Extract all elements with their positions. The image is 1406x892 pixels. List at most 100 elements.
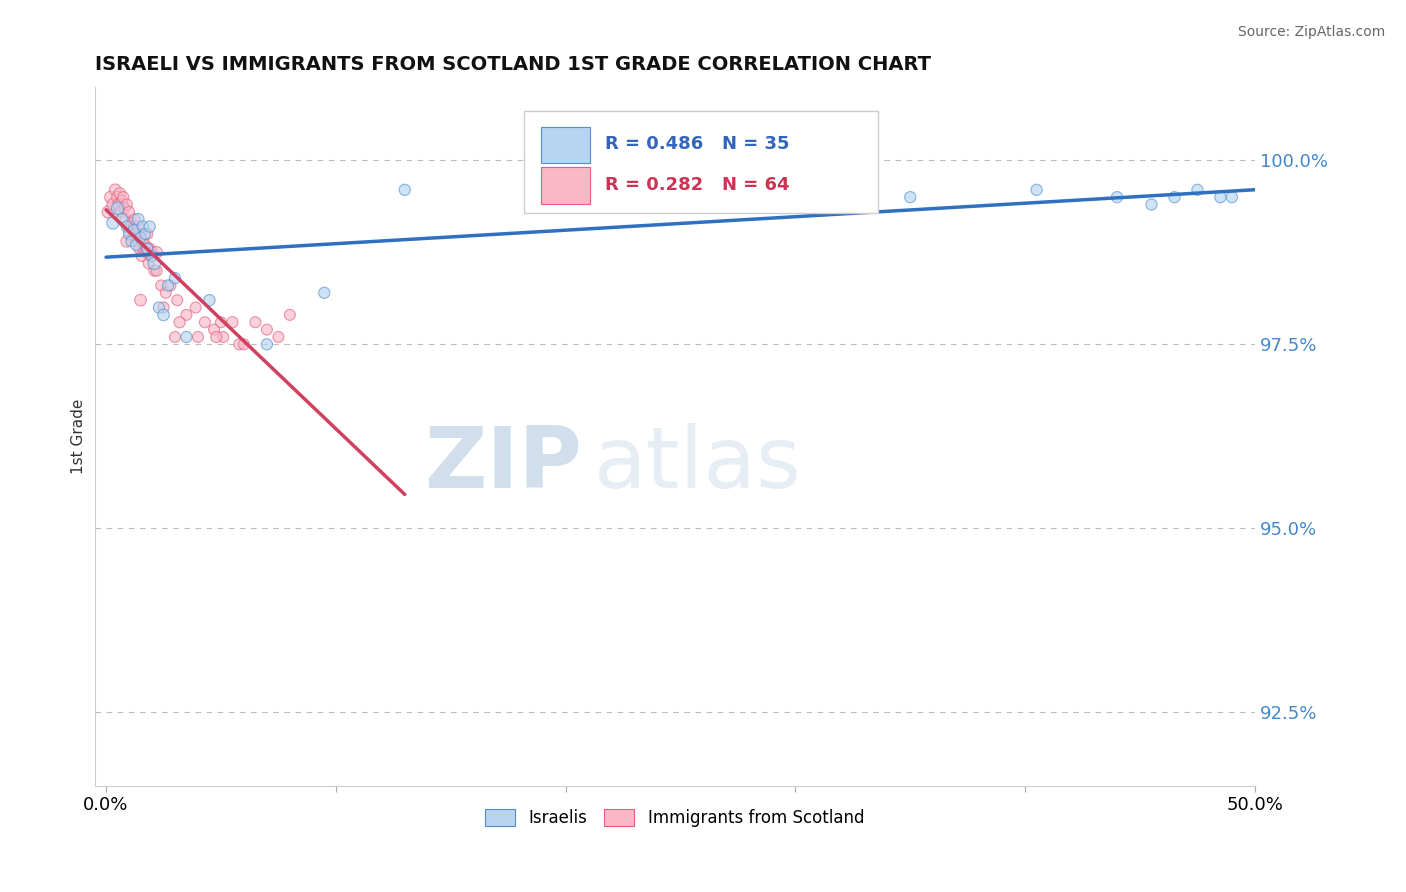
Point xyxy=(267,330,290,344)
Point xyxy=(520,190,543,204)
Point xyxy=(159,278,181,293)
Point xyxy=(278,308,301,322)
Point xyxy=(132,235,155,249)
Point xyxy=(141,245,163,260)
Point xyxy=(176,330,198,344)
Point xyxy=(1187,183,1209,197)
Point xyxy=(120,235,142,249)
Point xyxy=(138,242,160,256)
Point xyxy=(128,242,150,256)
Point xyxy=(124,212,146,227)
Point xyxy=(176,308,198,322)
Point xyxy=(148,301,170,315)
Point xyxy=(121,230,143,244)
Point xyxy=(110,205,132,219)
Point xyxy=(145,264,167,278)
Point xyxy=(118,227,141,241)
Text: R = 0.486   N = 35: R = 0.486 N = 35 xyxy=(605,135,790,153)
Point xyxy=(228,337,250,351)
Point xyxy=(134,238,156,252)
Point xyxy=(134,227,156,241)
Point xyxy=(135,245,157,260)
Point xyxy=(101,197,124,211)
Text: Source: ZipAtlas.com: Source: ZipAtlas.com xyxy=(1237,25,1385,39)
Legend: Israelis, Immigrants from Scotland: Israelis, Immigrants from Scotland xyxy=(478,802,870,833)
Point xyxy=(256,337,278,351)
Point xyxy=(138,256,160,270)
Point xyxy=(100,190,122,204)
Point xyxy=(143,264,166,278)
Point xyxy=(145,245,167,260)
Point xyxy=(155,285,177,300)
Point xyxy=(202,323,225,337)
Point xyxy=(157,278,180,293)
Point xyxy=(120,216,142,230)
Point xyxy=(129,227,152,241)
Point xyxy=(125,227,148,241)
Point xyxy=(256,323,278,337)
Point xyxy=(1220,190,1243,204)
Point xyxy=(194,315,217,329)
FancyBboxPatch shape xyxy=(524,112,877,212)
Point xyxy=(97,205,120,219)
Point xyxy=(129,293,152,308)
Point xyxy=(104,183,127,197)
Point xyxy=(101,216,124,230)
Point xyxy=(169,315,191,329)
Point xyxy=(115,219,138,234)
Point xyxy=(1140,197,1163,211)
Point xyxy=(111,212,134,227)
Text: R = 0.282   N = 64: R = 0.282 N = 64 xyxy=(605,176,790,194)
Point xyxy=(114,212,136,227)
Point xyxy=(1025,183,1047,197)
Point xyxy=(212,330,235,344)
Point xyxy=(143,256,166,270)
Point xyxy=(118,205,141,219)
FancyBboxPatch shape xyxy=(541,167,591,203)
Point xyxy=(136,242,159,256)
Point xyxy=(122,223,145,237)
Point xyxy=(136,242,159,256)
Point xyxy=(136,227,159,241)
Point xyxy=(112,190,135,204)
Point xyxy=(314,285,336,300)
Point xyxy=(125,235,148,249)
Point xyxy=(152,308,174,322)
Point xyxy=(209,315,232,329)
Point xyxy=(232,337,254,351)
Point xyxy=(163,271,186,285)
Point xyxy=(131,249,153,263)
Point xyxy=(187,330,209,344)
Point xyxy=(221,315,243,329)
Point xyxy=(107,201,129,215)
Point xyxy=(785,197,807,211)
Point xyxy=(152,301,174,315)
Point xyxy=(205,330,228,344)
Text: atlas: atlas xyxy=(593,423,801,506)
Point xyxy=(198,293,221,308)
Point xyxy=(122,219,145,234)
Point xyxy=(107,197,129,211)
Point xyxy=(127,219,149,234)
Point xyxy=(141,249,163,263)
Point xyxy=(115,197,138,211)
Point xyxy=(129,230,152,244)
Point xyxy=(1163,190,1185,204)
Text: ZIP: ZIP xyxy=(425,423,582,506)
Point xyxy=(150,278,173,293)
Point xyxy=(245,315,267,329)
Y-axis label: 1st Grade: 1st Grade xyxy=(72,399,86,474)
Point xyxy=(1105,190,1128,204)
Point xyxy=(166,293,188,308)
Point xyxy=(898,190,921,204)
Point xyxy=(1209,190,1232,204)
Point xyxy=(108,186,131,201)
Point xyxy=(115,235,138,249)
Point xyxy=(125,238,148,252)
Point xyxy=(120,227,142,241)
Point xyxy=(125,227,148,241)
Point xyxy=(107,190,129,204)
Point xyxy=(117,219,139,234)
Point xyxy=(138,219,160,234)
Point xyxy=(132,242,155,256)
